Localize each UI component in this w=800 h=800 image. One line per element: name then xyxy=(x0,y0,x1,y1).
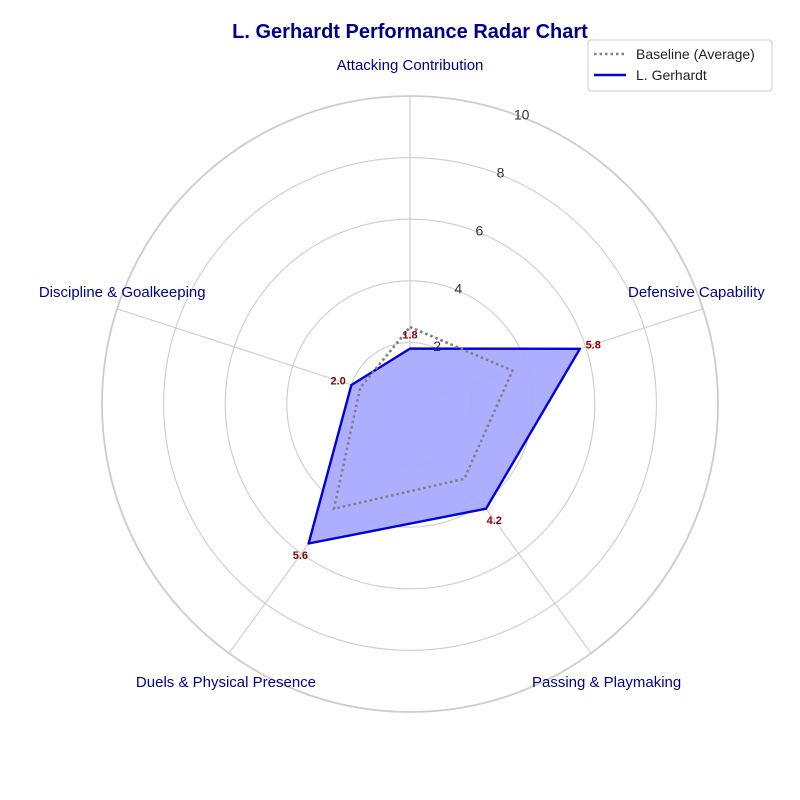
chart-title: L. Gerhardt Performance Radar Chart xyxy=(232,21,588,43)
r-tick-label: 10 xyxy=(514,107,530,123)
axis-label-discipline-goalkeeping: Discipline & Goalkeeping xyxy=(39,284,206,301)
legend-label-baseline: Baseline (Average) xyxy=(636,46,755,62)
data-label-duels-physical-presence: 5.6 xyxy=(293,550,308,562)
data-label-defensive-capability: 5.8 xyxy=(586,339,601,351)
data-label-attacking-contribution: 1.8 xyxy=(402,330,417,342)
axis-label-defensive-capability: Defensive Capability xyxy=(628,284,765,301)
r-tick-label: 4 xyxy=(454,280,462,296)
legend-box xyxy=(587,39,773,92)
r-tick-label: 6 xyxy=(475,222,483,238)
r-tick-label: 2 xyxy=(433,338,441,354)
axis-label-attacking-contribution: Attacking Contribution xyxy=(337,57,484,74)
axis-label-passing-playmaking: Passing & Playmaking xyxy=(532,674,681,691)
data-label-discipline-goalkeeping: 2.0 xyxy=(330,376,345,388)
axis-label-duels-physical-presence: Duels & Physical Presence xyxy=(136,674,316,691)
data-label-passing-playmaking: 4.2 xyxy=(487,515,502,527)
radar-labels: 2 4 6 8 10 Attacking Contribution Defensive Ca… xyxy=(39,57,765,691)
radar-series xyxy=(307,325,582,545)
r-tick-label: 8 xyxy=(497,165,505,181)
series-l-gerhardt xyxy=(307,347,582,545)
legend-label-gerhardt: L. Gerhardt xyxy=(636,67,707,83)
legend: Baseline (Average) L. Gerhardt xyxy=(587,39,773,92)
